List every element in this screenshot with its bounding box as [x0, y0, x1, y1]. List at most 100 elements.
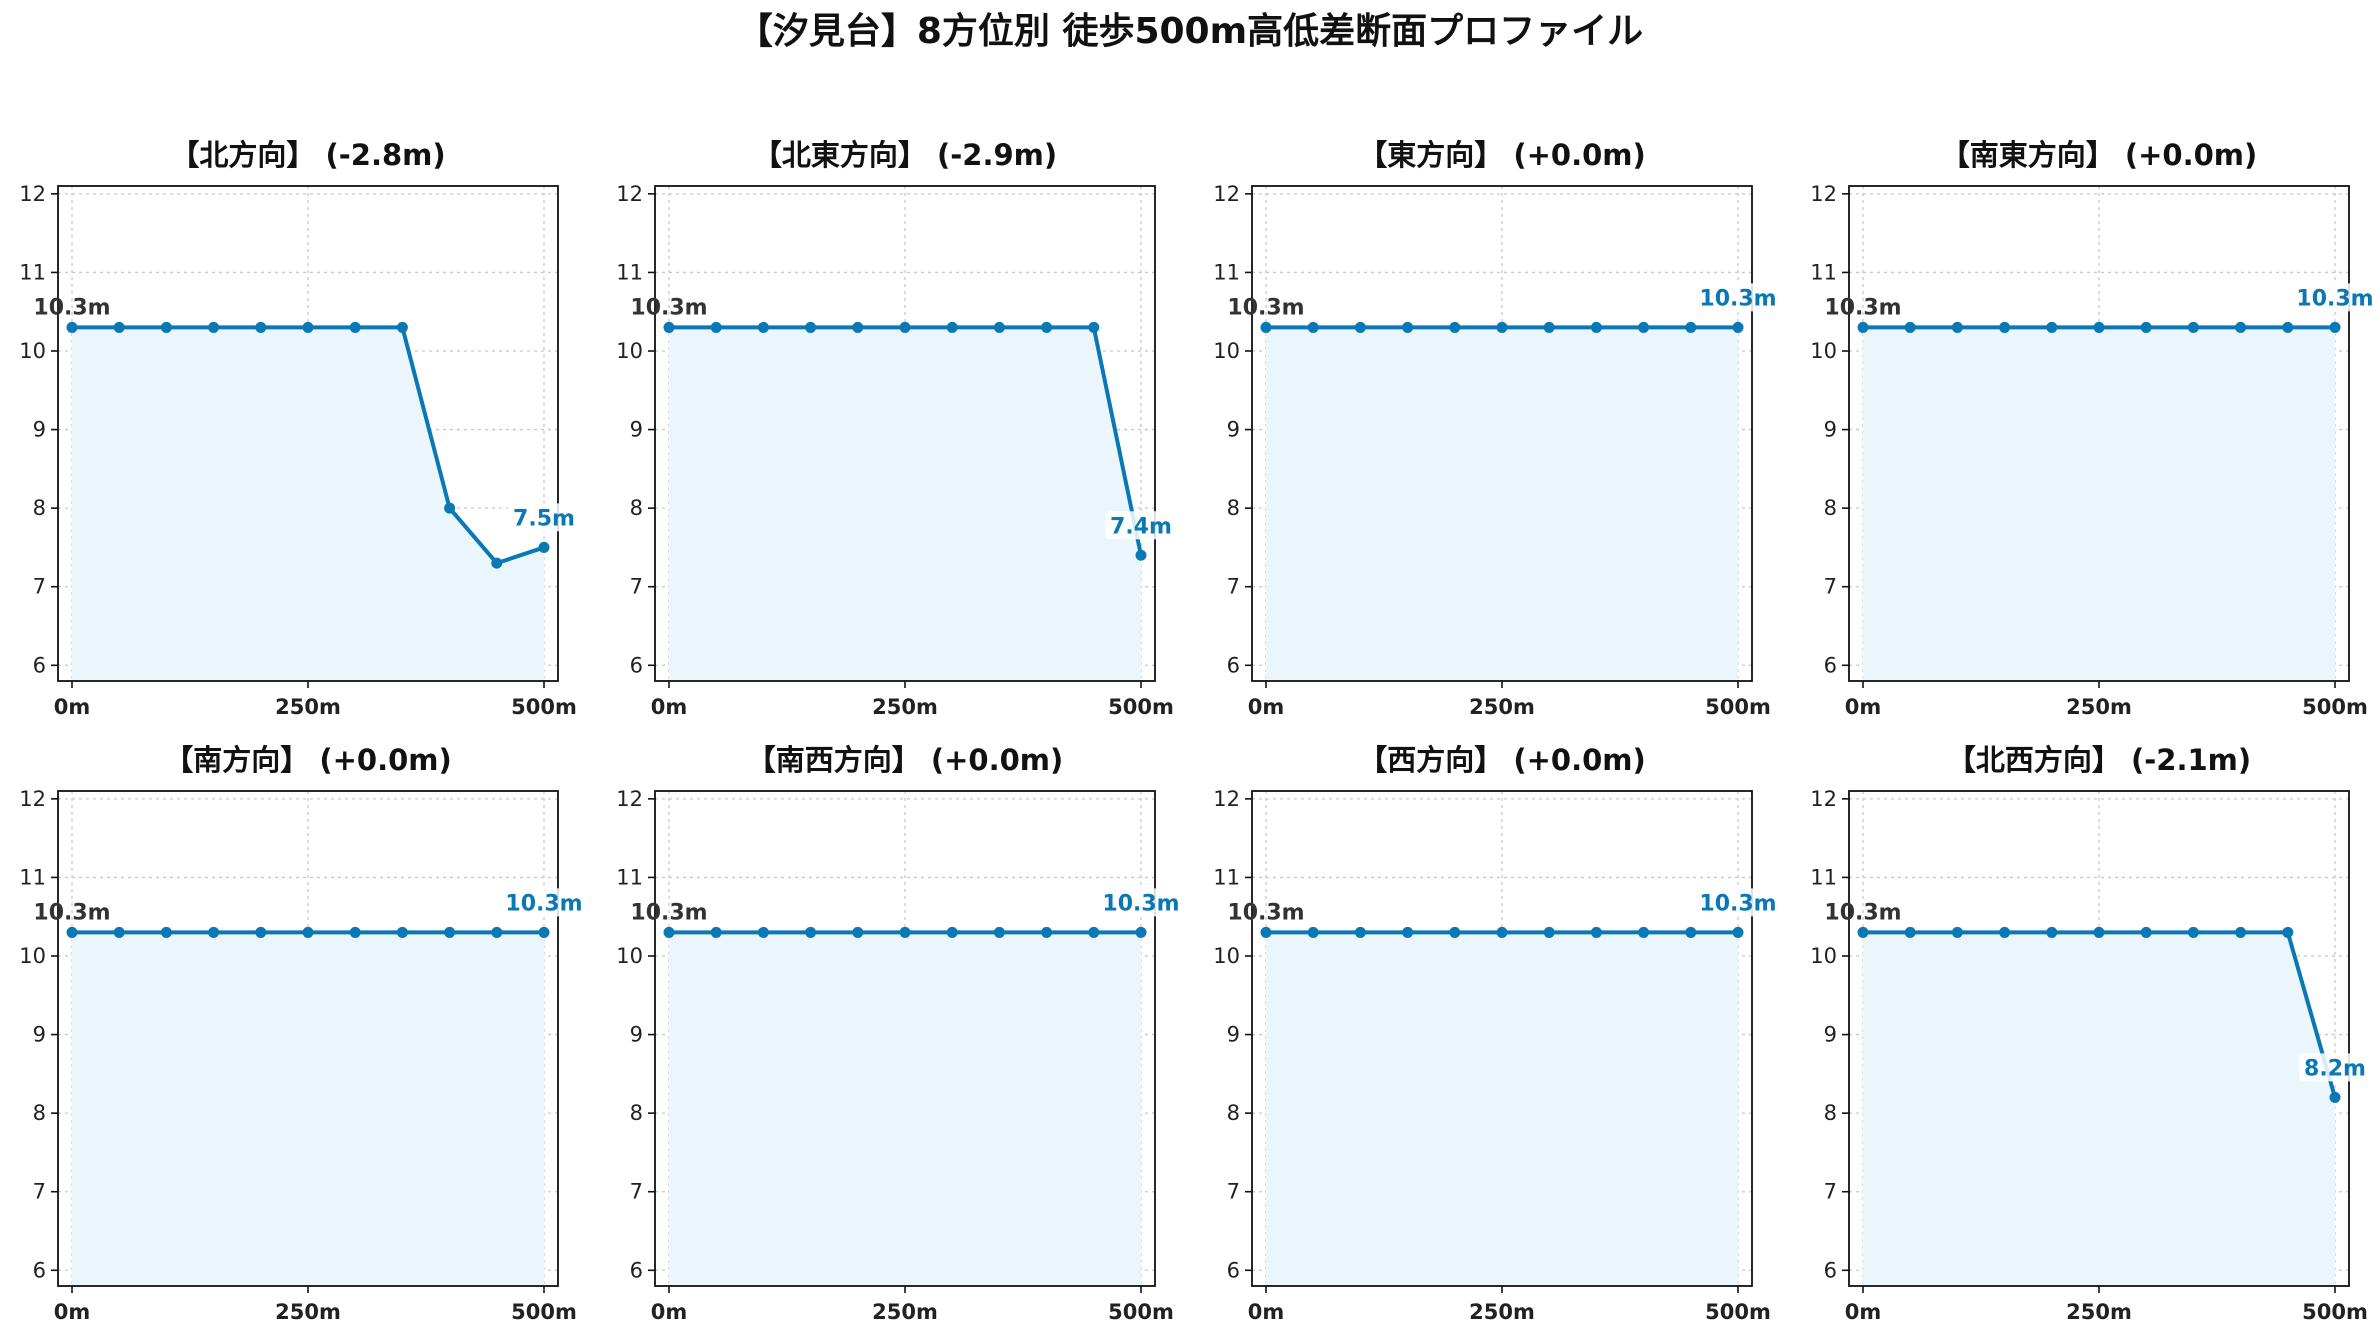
data-point	[2187, 926, 2199, 938]
profile-panel-1: 【北方向】 (-2.8m) 6 7 8 9 10 11 12 0m 250m 500m 10.3m 7.…	[19, 138, 580, 719]
panel-title: 【北方向】 (-2.8m)	[170, 138, 445, 172]
y-tick-label: 9	[33, 1023, 46, 1047]
y-tick-label: 12	[19, 182, 46, 206]
data-point	[1307, 321, 1319, 333]
data-point	[255, 926, 267, 938]
y-tick-label: 8	[33, 496, 46, 520]
data-point	[2140, 321, 2152, 333]
data-point	[208, 926, 220, 938]
profile-panel-6: 【南西方向】 (+0.0m) 6 7 8 9 10 11 12 0m 250m 500m 10.3m 1…	[616, 743, 1179, 1324]
data-point	[160, 321, 172, 333]
profile-panel-5: 【南方向】 (+0.0m) 6 7 8 9 10 11 12 0m 250m 500m 10.3m 10…	[19, 743, 582, 1324]
data-point	[2187, 321, 2199, 333]
data-point	[993, 926, 1005, 938]
data-point	[710, 321, 722, 333]
start-elevation-label: 10.3m	[1824, 900, 1901, 925]
y-tick-label: 10	[19, 944, 46, 968]
data-point	[1260, 321, 1272, 333]
data-point	[160, 926, 172, 938]
data-point	[663, 321, 675, 333]
x-tick-label: 0m	[651, 1300, 688, 1324]
data-point	[1449, 321, 1461, 333]
data-point	[491, 926, 503, 938]
y-tick-label: 10	[1213, 944, 1240, 968]
start-elevation-label: 10.3m	[630, 900, 707, 925]
panel-title: 【北東方向】 (-2.9m)	[753, 138, 1057, 172]
y-tick-label: 12	[1213, 182, 1240, 206]
y-tick-label: 11	[19, 260, 46, 284]
panel-title: 【南東方向】 (+0.0m)	[1941, 138, 2258, 172]
data-point	[255, 321, 267, 333]
y-tick-label: 7	[1824, 1180, 1837, 1204]
figure-title: 【汐見台】8方位別 徒歩500m高低差断面プロファイル	[736, 11, 1644, 52]
profile-area	[1266, 932, 1738, 1286]
panel-title: 【南方向】 (+0.0m)	[164, 743, 452, 777]
profile-area	[669, 327, 1141, 681]
data-point	[946, 321, 958, 333]
start-elevation-label: 10.3m	[33, 295, 110, 320]
data-point	[993, 321, 1005, 333]
data-point	[1685, 926, 1697, 938]
data-point	[852, 321, 864, 333]
start-elevation-label: 10.3m	[1824, 295, 1901, 320]
data-point	[2282, 321, 2294, 333]
data-point	[1999, 926, 2011, 938]
data-point	[757, 926, 769, 938]
data-point	[66, 321, 78, 333]
y-tick-label: 9	[630, 1023, 643, 1047]
y-tick-label: 11	[616, 260, 643, 284]
x-tick-label: 250m	[872, 695, 938, 719]
end-label-background	[1105, 888, 1177, 917]
y-tick-label: 9	[1227, 1023, 1240, 1047]
y-tick-label: 8	[1227, 1101, 1240, 1125]
data-point	[2046, 321, 2058, 333]
profile-area	[72, 327, 544, 681]
data-point	[1951, 321, 1963, 333]
data-point	[538, 541, 550, 553]
y-tick-label: 10	[616, 339, 643, 363]
data-point	[396, 321, 408, 333]
data-point	[899, 321, 911, 333]
x-tick-label: 500m	[511, 695, 577, 719]
y-tick-label: 9	[33, 418, 46, 442]
x-tick-label: 0m	[651, 695, 688, 719]
y-tick-label: 12	[19, 787, 46, 811]
end-label-background	[1105, 511, 1177, 540]
end-elevation-label: 7.4m	[1110, 514, 1172, 539]
data-point	[805, 321, 817, 333]
data-point	[899, 926, 911, 938]
data-point	[302, 321, 314, 333]
y-tick-label: 9	[630, 418, 643, 442]
x-tick-label: 500m	[2302, 1300, 2368, 1324]
y-tick-label: 12	[616, 787, 643, 811]
data-point	[757, 321, 769, 333]
data-point	[302, 926, 314, 938]
y-tick-label: 6	[33, 653, 46, 677]
data-point	[1857, 321, 1869, 333]
data-point	[2329, 321, 2341, 333]
panel-title: 【西方向】 (+0.0m)	[1358, 743, 1646, 777]
x-tick-label: 250m	[872, 1300, 938, 1324]
x-tick-label: 0m	[54, 695, 91, 719]
data-point	[1307, 926, 1319, 938]
data-point	[491, 557, 503, 569]
y-tick-label: 9	[1227, 418, 1240, 442]
panel-title: 【北西方向】 (-2.1m)	[1947, 743, 2251, 777]
start-elevation-label: 10.3m	[1227, 900, 1304, 925]
data-point	[1543, 926, 1555, 938]
data-point	[1638, 926, 1650, 938]
x-tick-label: 0m	[1248, 1300, 1285, 1324]
data-point	[113, 926, 125, 938]
y-tick-label: 10	[1213, 339, 1240, 363]
data-point	[852, 926, 864, 938]
y-tick-label: 10	[1810, 944, 1837, 968]
y-tick-label: 7	[33, 1180, 46, 1204]
y-tick-label: 8	[33, 1101, 46, 1125]
data-point	[1732, 926, 1744, 938]
y-tick-label: 12	[1810, 182, 1837, 206]
data-point	[1999, 321, 2011, 333]
y-tick-label: 10	[616, 944, 643, 968]
end-label-background	[1702, 283, 1774, 312]
profile-panel-2: 【北東方向】 (-2.9m) 6 7 8 9 10 11 12 0m 250m 500m 10.3m 7…	[616, 138, 1177, 719]
